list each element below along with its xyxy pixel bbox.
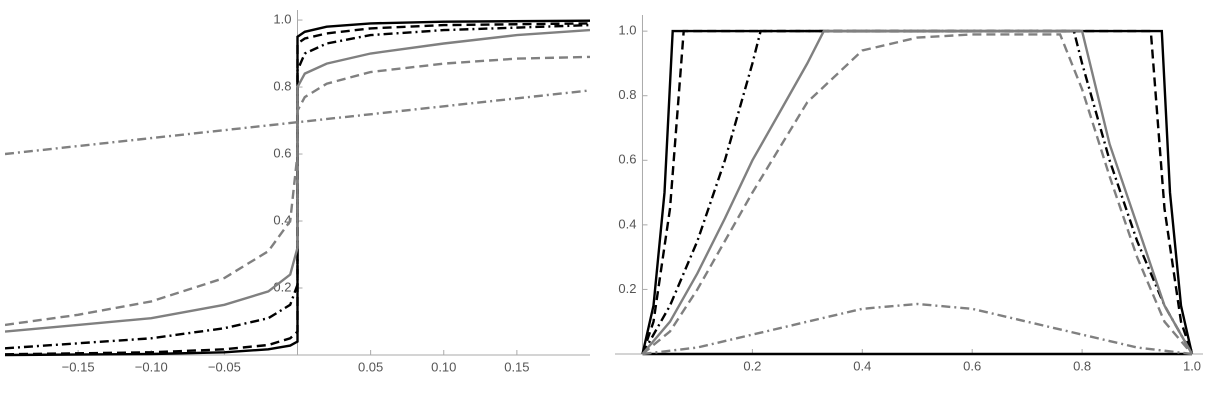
x-tick-label: −0.15 [62, 359, 95, 374]
series-line [641, 29, 1194, 355]
x-tick-label: 0.4 [853, 358, 871, 373]
x-tick-label: 0.05 [358, 359, 383, 374]
y-tick-label: 0.8 [618, 87, 636, 102]
x-tick-label: 0.15 [504, 359, 529, 374]
x-tick-label: 0.8 [1073, 358, 1091, 373]
y-tick-label: 1.0 [618, 23, 636, 38]
y-tick-label: 0.6 [273, 145, 291, 160]
series-line [642, 302, 1193, 356]
x-tick-label: −0.05 [208, 359, 241, 374]
y-tick-label: 0.2 [618, 281, 636, 296]
x-tick-label: −0.10 [135, 359, 168, 374]
x-tick-label: 0.6 [963, 358, 981, 373]
series-line [5, 89, 590, 156]
series-line [5, 23, 590, 350]
series-line [5, 28, 590, 333]
series-line [641, 33, 1193, 355]
y-tick-label: 0.6 [618, 152, 636, 167]
series-line [5, 55, 590, 327]
y-tick-label: 1.0 [273, 11, 291, 26]
x-tick-label: 1.0 [1183, 358, 1201, 373]
x-tick-label: 0.10 [431, 359, 456, 374]
y-tick-label: 0.4 [273, 212, 291, 227]
series-line [641, 29, 1194, 355]
y-tick-label: 0.4 [618, 216, 636, 231]
y-tick-label: 0.8 [273, 78, 291, 93]
series-line [641, 29, 1194, 355]
series-line [641, 29, 1194, 355]
x-tick-label: 0.2 [743, 358, 761, 373]
